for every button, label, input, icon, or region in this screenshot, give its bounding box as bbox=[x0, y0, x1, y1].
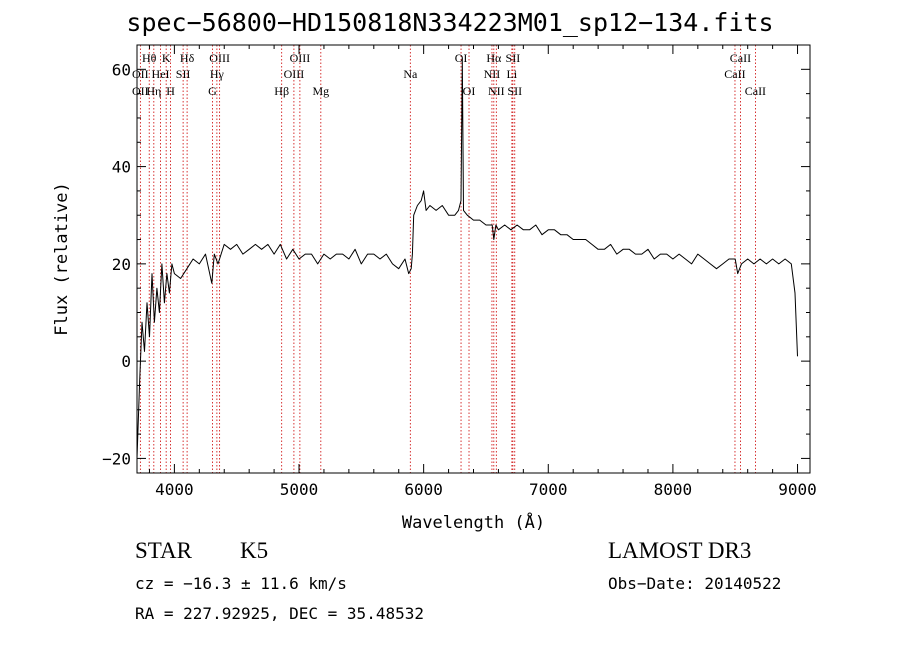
spectral-line-label: K bbox=[162, 51, 171, 65]
spectral-line-label: Hδ bbox=[180, 51, 195, 65]
coordinates-readout: RA = 227.92925, DEC = 35.48532 bbox=[135, 604, 424, 623]
spectral-line-label: OII bbox=[132, 84, 149, 98]
spectrum-trace bbox=[136, 59, 798, 459]
y-axis: −20 0 20 40 60 bbox=[102, 60, 810, 468]
spectral-line-label: SII bbox=[506, 51, 521, 65]
spectral-line-markers bbox=[139, 45, 756, 473]
spectral-line-label: Hβ bbox=[274, 84, 289, 98]
spectral-line-label: Li bbox=[507, 67, 518, 81]
spectral-line-label: Hη bbox=[146, 84, 161, 98]
spectral-line-label: OII bbox=[132, 67, 149, 81]
x-tick-label: 7000 bbox=[529, 480, 568, 499]
spectral-line-label: SII bbox=[507, 84, 522, 98]
spectral-line-label: SII bbox=[176, 67, 191, 81]
object-type: STAR bbox=[135, 538, 192, 563]
x-tick-label: 5000 bbox=[280, 480, 319, 499]
y-tick-label: 20 bbox=[112, 255, 131, 274]
x-axis: 4000 5000 6000 7000 8000 9000 bbox=[148, 45, 817, 499]
observation-date: Obs−Date: 20140522 bbox=[608, 574, 782, 593]
spectral-line-label: OIII bbox=[209, 51, 230, 65]
spectral-line-label: NII bbox=[488, 84, 505, 98]
spectral-line-label: OI bbox=[463, 84, 476, 98]
spectral-subclass: K5 bbox=[240, 538, 269, 563]
y-tick-label: 0 bbox=[121, 352, 131, 371]
spectral-line-label: H bbox=[166, 84, 175, 98]
y-tick-label: 40 bbox=[112, 158, 131, 177]
plot-frame bbox=[136, 44, 811, 474]
y-tick-label: −20 bbox=[102, 449, 131, 468]
spectral-line-label: HeI bbox=[152, 67, 170, 81]
spectral-line-label: OIII bbox=[284, 67, 305, 81]
x-tick-label: 6000 bbox=[404, 480, 443, 499]
spectral-line-label: CaII bbox=[730, 51, 751, 65]
spectral-line-label: OI bbox=[455, 51, 468, 65]
x-tick-label: 9000 bbox=[778, 480, 817, 499]
survey-name: LAMOST DR3 bbox=[608, 538, 752, 563]
spectral-line-label: G bbox=[208, 84, 217, 98]
spectral-line-label: Hγ bbox=[210, 67, 225, 81]
spectral-line-label: NII bbox=[484, 67, 501, 81]
spectral-line-label: Hθ bbox=[142, 51, 157, 65]
x-tick-label: 4000 bbox=[155, 480, 194, 499]
spectral-line-label: CaII bbox=[724, 67, 745, 81]
spectrum-line bbox=[136, 59, 798, 459]
spectral-line-label: Mg bbox=[312, 84, 329, 98]
y-axis-label: Flux (relative) bbox=[52, 182, 72, 336]
y-tick-label: 60 bbox=[112, 60, 131, 79]
spectral-line-label: OIII bbox=[290, 51, 311, 65]
chart-title: spec−56800−HD150818N334223M01_sp12−134.f… bbox=[126, 8, 774, 37]
spectral-line-label: Na bbox=[403, 67, 418, 81]
spectral-line-label: Hα bbox=[486, 51, 502, 65]
redshift-readout: cz = −16.3 ± 11.6 km/s bbox=[135, 574, 347, 593]
x-tick-label: 8000 bbox=[654, 480, 693, 499]
spectral-line-label: CaII bbox=[745, 84, 766, 98]
x-axis-label: Wavelength (Å) bbox=[402, 511, 545, 533]
